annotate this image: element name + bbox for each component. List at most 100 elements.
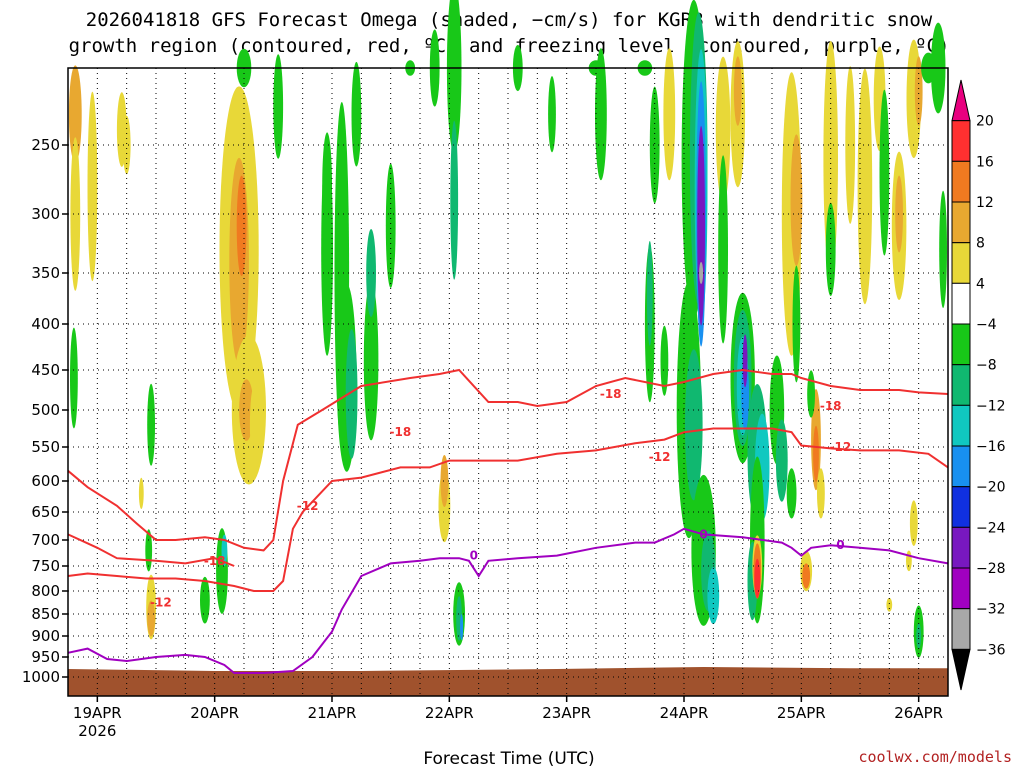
omega-shade-cell-104	[906, 550, 912, 572]
omega-shade-cell-95	[879, 89, 890, 256]
y-tick-label-850: 850	[31, 605, 60, 623]
omega-shade-cell-107	[886, 597, 893, 612]
omega-shade-cell-5	[122, 115, 131, 175]
x-axis-label: Forecast Time (UTC)	[423, 749, 594, 768]
y-tick-label-350: 350	[31, 264, 60, 282]
omega-shade-cell-92	[845, 66, 856, 224]
omega-shade-cell-58	[685, 349, 703, 501]
omega-shade-cell-19	[249, 387, 258, 463]
omega-shade-cell-56	[699, 262, 704, 284]
y-tick-label-400: 400	[31, 315, 60, 333]
omega-shade-cell-36	[440, 455, 449, 507]
omega-shade-cell-6	[147, 383, 156, 466]
colorbar-band-10	[951, 486, 971, 528]
contours	[67, 368, 949, 674]
x-tick-label-24APR: 24APR	[660, 704, 709, 722]
surface-ground	[68, 667, 948, 696]
omega-shade-cell-85	[802, 563, 811, 589]
contour-label-4: -18	[390, 425, 412, 439]
colorbar-label-11: −28	[976, 561, 1006, 577]
omega-shade-cell-77	[754, 558, 761, 599]
colorbar: 20 16 12 8 4 −4 −8 −12 −16 −20 −24 −28 −32 −36	[951, 79, 1006, 691]
y-tick-label-450: 450	[31, 361, 60, 379]
colorbar-band-5	[951, 282, 971, 325]
omega-shade-cell-87	[813, 425, 819, 482]
dgz-contour-minus18	[67, 368, 949, 552]
gridlines	[67, 68, 949, 696]
omega-shade-cell-103	[909, 500, 918, 546]
contour-label-7: -12	[150, 596, 172, 610]
colorbar-label-2: 12	[976, 195, 994, 211]
colorbar-band-7	[951, 364, 971, 406]
omega-shade-cell-43	[595, 48, 607, 181]
x-tick-year: 2026	[78, 722, 116, 740]
omega-shade-cell-91	[825, 202, 836, 296]
omega-shade-cell-88	[807, 370, 815, 418]
omega-shade-cell-41	[548, 76, 556, 153]
omega-shade-cell-7	[138, 477, 144, 509]
colorbar-band-1	[951, 120, 971, 162]
omega-shade-cell-3	[87, 91, 98, 282]
omega-shade-cell-61	[707, 567, 720, 624]
credit-text: coolwx.com/models	[858, 748, 1012, 766]
omega-shade-cell-27	[345, 329, 358, 459]
y-tick-label-500: 500	[31, 401, 60, 419]
y-tick-label-900: 900	[31, 627, 60, 645]
omega-shade-cell-65	[733, 56, 742, 126]
colorbar-band-6	[951, 323, 971, 366]
colorbar-band-13	[951, 608, 971, 650]
omega-shade-cell-83	[792, 265, 801, 383]
omega-shade-cell-89	[817, 468, 825, 519]
x-tick-label-25APR: 25APR	[777, 704, 826, 722]
chart-title-line2: growth region (contoured, red, ºC) and f…	[69, 35, 950, 57]
omega-shade-cell-33	[446, 0, 462, 153]
colorbar-label-3: 8	[976, 236, 985, 252]
omega-shade-cell-80	[786, 468, 797, 519]
x-tick-label-26APR: 26APR	[894, 704, 943, 722]
omega-shade-cell-0	[68, 65, 82, 163]
x-tick-label-22APR: 22APR	[425, 704, 474, 722]
omega-shade-cell-49	[663, 48, 676, 181]
y-tick-label-550: 550	[31, 438, 60, 456]
omega-shade-cell-63	[718, 155, 728, 344]
contour-label-3: -12	[830, 440, 852, 454]
colorbar-band-2	[951, 160, 971, 203]
omega-shade-cell-28	[363, 281, 379, 441]
omega-shade-cell-97	[895, 175, 903, 253]
colorbar-label-1: 16	[976, 154, 994, 170]
omega-shade-cell-102	[939, 190, 947, 308]
omega-shade-cell-55	[697, 126, 705, 326]
dgz-contour-minus12	[67, 427, 949, 592]
chart-title-line1: 2026041818 GFS Forecast Omega (shaded, −…	[86, 9, 933, 31]
omega-shade-cell-29	[366, 229, 376, 317]
colorbar-label-7: −12	[976, 398, 1006, 414]
contour-label-6: -18	[204, 554, 226, 568]
colorbar-band-12	[951, 567, 971, 610]
omega-shade-cell-21	[273, 54, 284, 159]
omega-shade-cell-18	[200, 576, 210, 624]
colorbar-band-9	[951, 445, 971, 488]
colorbar-band-11	[951, 526, 971, 569]
omega-shade-cell-25	[351, 61, 362, 167]
y-tick-label-600: 600	[31, 472, 60, 490]
x-tick-label-21APR: 21APR	[308, 704, 357, 722]
y-tick-label-300: 300	[31, 205, 60, 223]
contour-label-1: -12	[649, 450, 671, 464]
colorbar-band-bottom-arrow	[951, 648, 971, 691]
omega-shade-cell-47	[649, 86, 660, 204]
colorbar-label-13: −36	[976, 642, 1006, 658]
colorbar-label-0: 20	[976, 114, 994, 130]
y-tick-label-950: 950	[31, 648, 60, 666]
freezing-level-contour	[67, 527, 949, 674]
y-tick-label-250: 250	[31, 136, 60, 154]
x-tick-label-19APR: 19APR	[73, 704, 122, 722]
colorbar-label-10: −24	[976, 520, 1006, 536]
y-tick-label-650: 650	[31, 503, 60, 521]
omega-shade-cell-34	[450, 120, 459, 280]
omega-shade-cell-39	[460, 614, 464, 641]
colorbar-label-8: −16	[976, 439, 1006, 455]
y-axis: 250 300 350 400 450 500 550 600 650 700 750 800 850 9…	[22, 136, 68, 686]
colorbar-label-12: −32	[976, 602, 1006, 618]
dgz-contour-minus18-lower	[67, 533, 235, 567]
